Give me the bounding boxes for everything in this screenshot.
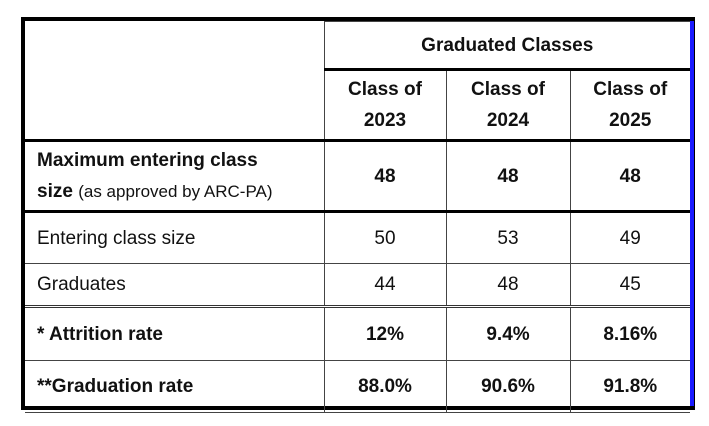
table-row-entering-class-size: Entering class size 50 53 49 (25, 211, 690, 264)
row-label-graduation-rate: **Graduation rate (25, 360, 325, 413)
table-row-graduates: Graduates 44 48 45 (25, 263, 690, 307)
column-header-line2: 2024 (486, 110, 530, 131)
table-cell: 45 (569, 263, 690, 307)
column-header-line2: 2023 (363, 110, 407, 131)
column-header-class-2024: Class of 2024 (445, 69, 571, 141)
column-header-class-2023: Class of 2023 (323, 69, 447, 141)
column-header-line1: Class of (471, 79, 545, 100)
table-cell: 90.6% (445, 360, 571, 413)
table-row-attrition-rate: * Attrition rate 12% 9.4% 8.16% (25, 305, 690, 361)
table-cell: 48 (445, 139, 571, 213)
table-cell: 91.8% (569, 360, 690, 413)
table-row-graduation-rate: **Graduation rate 88.0% 90.6% 91.8% (25, 360, 690, 413)
table-right-edge-accent (690, 21, 694, 406)
row-label-attrition-rate: * Attrition rate (25, 305, 325, 361)
table-cell: 8.16% (569, 305, 690, 361)
table-cell: 12% (323, 305, 447, 361)
table-cell: 53 (445, 211, 571, 264)
graduation-statistics-table: Graduated Classes Class of 2023 Class of… (25, 21, 690, 413)
column-header-line1: Class of (348, 79, 422, 100)
row-label-line2: size (37, 181, 73, 202)
table-cell: 50 (323, 211, 447, 264)
table-cell: 48 (323, 139, 447, 213)
column-header-class-2025: Class of 2025 (569, 69, 690, 141)
graduated-classes-header: Graduated Classes (323, 21, 690, 71)
table-cell: 48 (445, 263, 571, 307)
empty-corner-cell (25, 21, 325, 141)
table-cell: 49 (569, 211, 690, 264)
header-row-group: Graduated Classes (25, 21, 690, 141)
table-cell: 44 (323, 263, 447, 307)
row-label-entering-class-size: Entering class size (25, 211, 325, 264)
table-cell: 88.0% (323, 360, 447, 413)
table-cell: 48 (569, 139, 690, 213)
row-label-max-entering-class-size: Maximum entering class size (as approved… (25, 139, 325, 213)
row-label-line1: Maximum entering class (37, 150, 258, 171)
table-cell: 9.4% (445, 305, 571, 361)
row-label-graduates: Graduates (25, 263, 325, 307)
table-row-max-entering-class-size: Maximum entering class size (as approved… (25, 139, 690, 213)
row-label-suffix: (as approved by ARC-PA) (78, 182, 273, 201)
column-header-line1: Class of (593, 79, 668, 100)
column-header-line2: 2025 (609, 110, 652, 131)
